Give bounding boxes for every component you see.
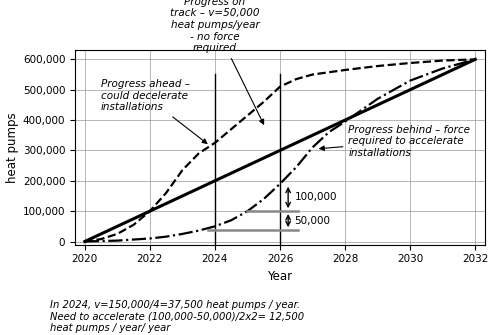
Y-axis label: No extra
heat pumps: No extra heat pumps [0, 112, 18, 183]
Text: Progress on
track – v=50,000
heat pumps/year
- no force
required: Progress on track – v=50,000 heat pumps/… [170, 0, 264, 124]
Text: In 2024, v=150,000/4=37,500 heat pumps / year.
Need to accelerate (100,000-50,00: In 2024, v=150,000/4=37,500 heat pumps /… [50, 300, 304, 333]
Text: 50,000: 50,000 [294, 216, 330, 226]
Text: 100,000: 100,000 [294, 192, 337, 202]
X-axis label: Year: Year [268, 270, 292, 283]
Text: Progress ahead –
could decelerate
installations: Progress ahead – could decelerate instal… [101, 79, 207, 143]
Text: Progress behind – force
required to accelerate
installations: Progress behind – force required to acce… [320, 125, 470, 158]
